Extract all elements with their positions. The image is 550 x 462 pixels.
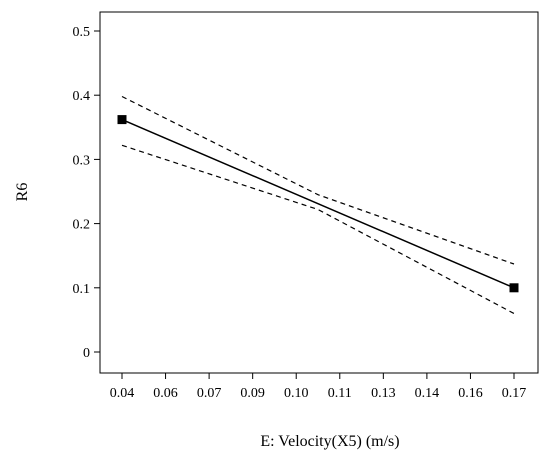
y-tick-label: 0.4 xyxy=(73,89,91,104)
series-layer xyxy=(117,95,519,315)
y-tick-label: 0 xyxy=(83,346,90,361)
x-tick-label: 0.09 xyxy=(240,386,265,401)
series-line-upper-ci xyxy=(121,95,515,265)
x-axis-title: E: Velocity(X5) (m/s) xyxy=(260,433,399,450)
x-tick-label: 0.14 xyxy=(415,386,440,401)
x-tick-label: 0.13 xyxy=(371,386,396,401)
plot-area xyxy=(99,11,539,374)
data-point-marker xyxy=(509,283,519,293)
series-line-fit xyxy=(121,118,515,289)
series-line-lower-ci xyxy=(121,144,515,315)
y-axis: 0 0.1 0.2 0.3 0.4 0.5 xyxy=(73,25,100,361)
x-axis: 0.04 0.06 0.07 0.09 0.10 0.11 0.13 0.14 0.16 0.17 xyxy=(110,373,527,401)
x-tick-label: 0.11 xyxy=(328,386,352,401)
x-tick-label: 0.17 xyxy=(502,386,527,401)
plot-frame xyxy=(99,11,539,374)
y-tick-label: 0.5 xyxy=(73,25,91,40)
x-tick-label: 0.16 xyxy=(458,386,483,401)
x-tick-label: 0.06 xyxy=(153,386,178,401)
x-tick-label: 0.04 xyxy=(110,386,135,401)
y-tick-label: 0.2 xyxy=(73,218,91,233)
x-tick-label: 0.10 xyxy=(284,386,309,401)
y-tick-label: 0.1 xyxy=(73,282,91,297)
y-axis-title: R6 xyxy=(14,183,31,202)
x-tick-label: 0.07 xyxy=(197,386,222,401)
y-tick-label: 0.3 xyxy=(73,153,91,168)
data-point-marker xyxy=(117,115,127,125)
